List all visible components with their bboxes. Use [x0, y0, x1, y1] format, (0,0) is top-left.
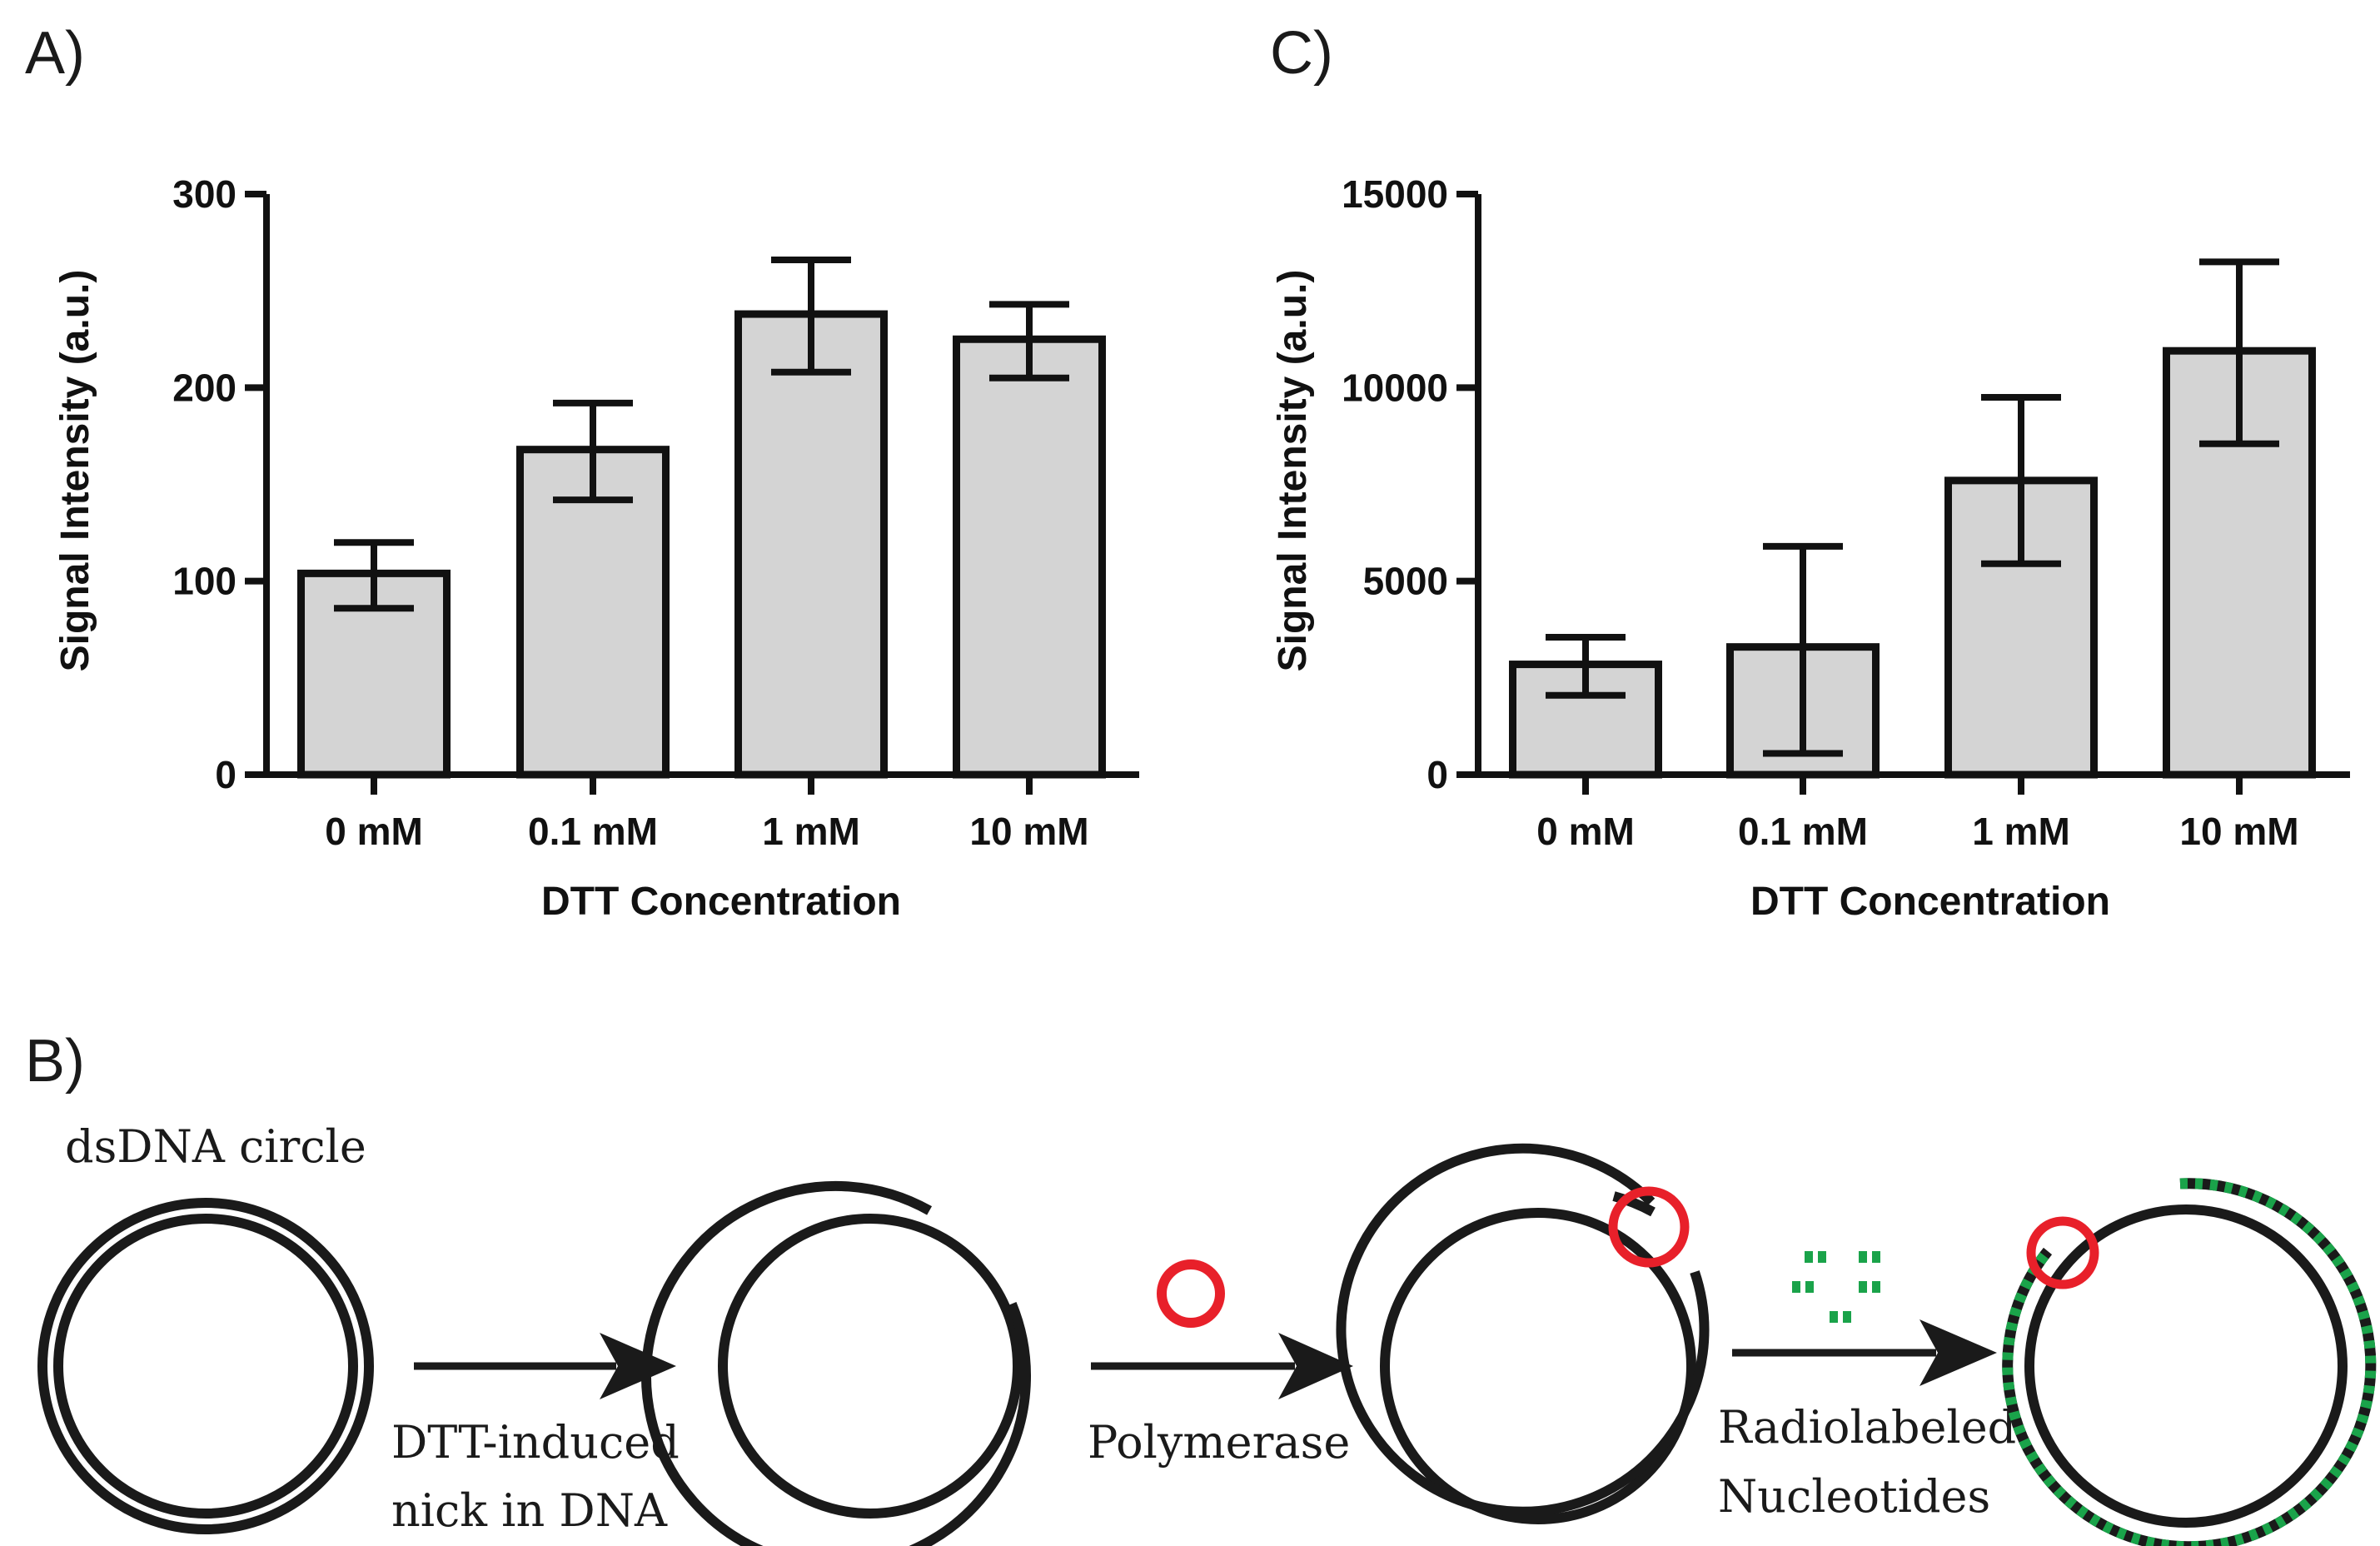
chart-c-y-tick-label: 15000: [1342, 172, 1448, 216]
chart-c-x-tick-label: 0.1 mM: [1738, 810, 1868, 853]
polymerase-step-label: Polymerase: [1088, 1416, 1350, 1469]
dsdna-circle-labeled: [2002, 1178, 2377, 1546]
chart-a-x-tick-label: 0.1 mM: [528, 810, 658, 853]
chart-a-y-tick-label: 200: [172, 366, 237, 409]
nucleotides-icon: [1792, 1251, 1880, 1323]
chart-a-y-tick-label: 300: [172, 172, 237, 216]
chart-c-y-tick-label: 5000: [1363, 560, 1448, 603]
polymerase-icon: [1157, 1259, 1225, 1328]
chart-a-bar: [953, 335, 1106, 779]
arrow-radiolabel-step: [1732, 1319, 1997, 1386]
chart-c: 0 5000 10000 15000 0 mM 0.1 mM 1 mM 10 mM Signa…: [1271, 172, 2350, 924]
panel-label-b: B): [25, 1028, 85, 1095]
nick-step-label-line1: DTT-induced: [391, 1416, 680, 1469]
polymerase-extending-icon: [2026, 1216, 2099, 1289]
nick-step-label-line2: nick in DNA: [391, 1484, 668, 1537]
chart-c-y-axis-title: Signal Intensity (a.u.): [1271, 270, 1315, 672]
chart-a: 0 100 200 300 0 mM 0.1 mM 1 mM 10 mM Signal Int…: [53, 172, 1139, 924]
diagram-b: dsDNA circle DTT-induced nick in DNA Pol…: [37, 1120, 2377, 1546]
chart-a-y-axis-title: Signal Intensity (a.u.): [53, 270, 97, 672]
chart-a-x-axis-title: DTT Concentration: [541, 880, 901, 924]
chart-a-x-tick-label: 10 mM: [969, 810, 1088, 853]
dsdna-circle-nicked: [641, 1180, 1031, 1546]
chart-c-x-tick-label: 1 mM: [1972, 810, 2070, 853]
chart-a-y-tick-label: 0: [215, 753, 237, 796]
dsdna-circle-intact: [37, 1198, 374, 1534]
radiolabel-step-label-line2: Nucleotides: [1718, 1470, 1990, 1523]
panel-label-c: C): [1270, 20, 1333, 87]
chart-c-y-tick-label: 10000: [1342, 366, 1448, 409]
chart-c-x-axis-title: DTT Concentration: [1750, 880, 2110, 924]
arrow-polymerase-step: [1091, 1333, 1353, 1399]
panel-label-a: A): [25, 20, 85, 87]
chart-a-y-tick-label: 100: [172, 560, 237, 603]
chart-c-x-tick-label: 10 mM: [2179, 810, 2298, 853]
dsdna-circle-polymerase-bound: [1336, 1143, 1710, 1524]
polymerase-at-nick-icon: [1608, 1186, 1690, 1268]
arrow-nick-step: [414, 1333, 676, 1399]
chart-c-y-tick-label: 0: [1427, 753, 1448, 796]
radiolabel-step-label-line1: Radiolabeled: [1718, 1401, 2016, 1454]
chart-a-x-tick-label: 1 mM: [762, 810, 860, 853]
chart-a-x-tick-label: 0 mM: [325, 810, 423, 853]
dsdna-circle-label: dsDNA circle: [65, 1120, 366, 1173]
chart-c-x-tick-label: 0 mM: [1536, 810, 1635, 853]
chart-a-bar: [734, 310, 888, 779]
